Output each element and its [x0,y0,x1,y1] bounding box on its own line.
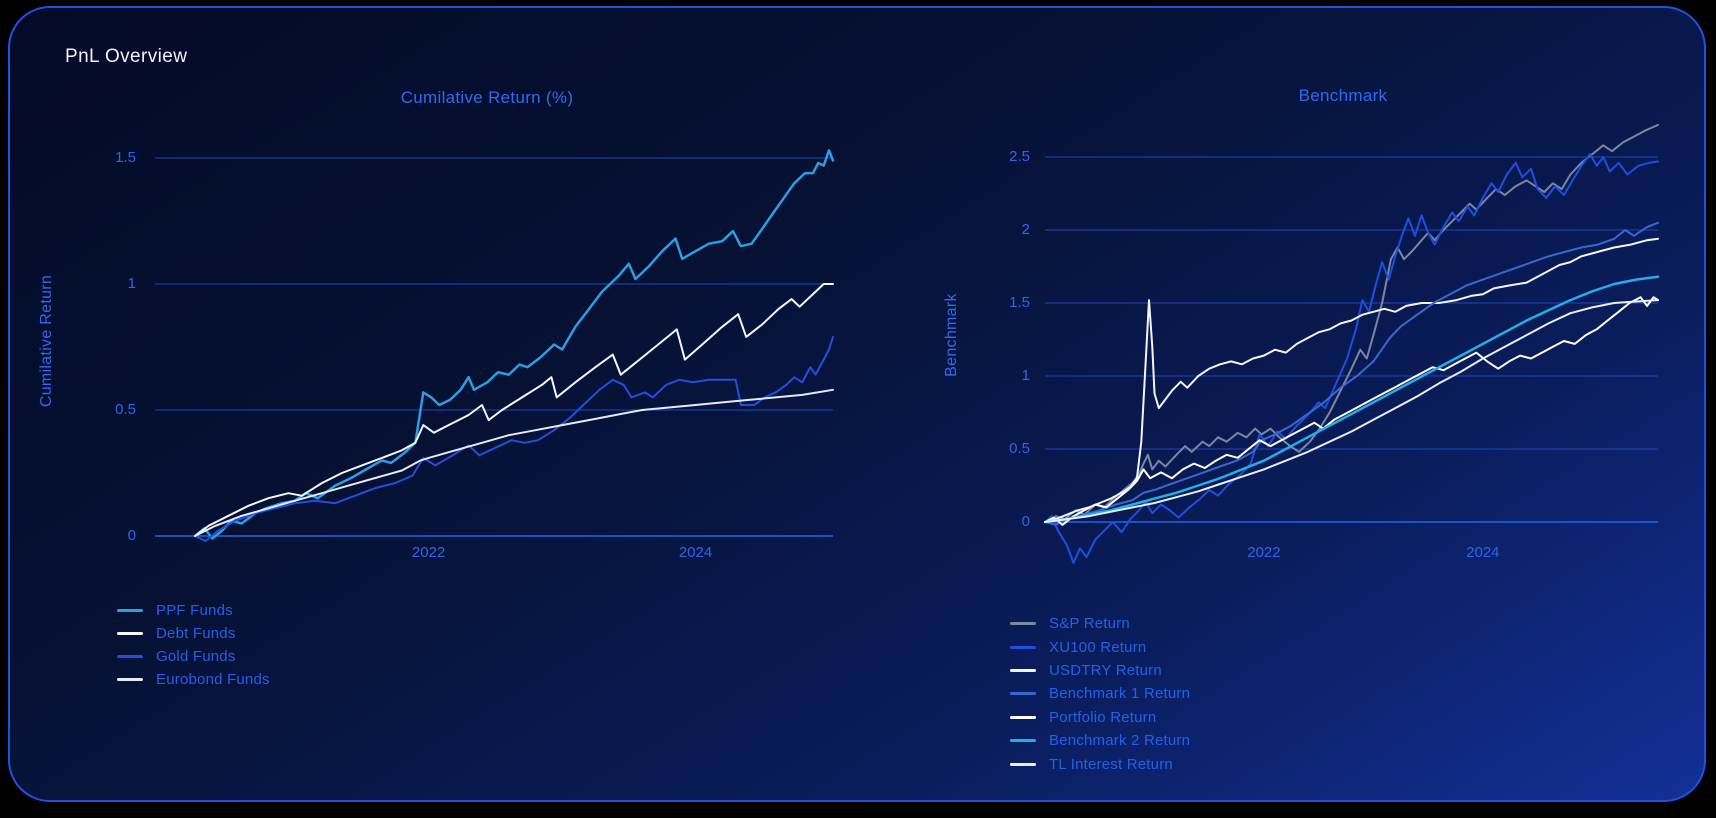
legend-swatch [117,609,143,612]
legend-swatch [1010,715,1036,719]
legend-swatch [117,678,143,681]
legend-swatch [1010,692,1036,696]
y-tick-label: 0 [1021,513,1030,530]
y-tick-label: 1 [1021,367,1030,384]
legend-item-eurobond-funds[interactable]: Eurobond Funds [117,668,270,691]
legend-swatch [117,632,143,635]
series-line-s-p-return [1044,123,1659,523]
series-line-xu100-return [1044,153,1659,564]
legend-label: Debt Funds [156,625,236,642]
legend-item-tl-interest-return[interactable]: TL Interest Return [1010,752,1190,775]
series-line-debt-funds [194,283,834,537]
right-y-axis-title: Benchmark [943,293,960,377]
legend-item-portfolio-return[interactable]: Portfolio Return [1010,706,1190,729]
legend-label: Eurobond Funds [156,671,270,688]
x-tick-label: 2024 [678,544,713,561]
series-line-benchmark-1-return [1044,221,1659,526]
series-line-eurobond-funds [194,388,834,537]
legend-item-gold-funds[interactable]: Gold Funds [117,645,270,668]
legend-swatch [1010,762,1036,766]
charts-canvas [155,123,1660,564]
right-chart-title: Benchmark [1298,86,1388,105]
legend-label: Benchmark 2 Return [1049,732,1191,750]
pnl-overview-panel: PnL Overview Cumilative Return (%) Bench… [8,6,1706,802]
legend-label: Portfolio Return [1049,708,1157,726]
legend-label: Gold Funds [156,648,236,665]
legend-label: Benchmark 1 Return [1049,685,1191,703]
x-tick-label: 2024 [1466,544,1500,561]
y-tick-label: 0.5 [1009,440,1030,457]
series-line-tl-interest-return [1044,299,1659,523]
y-tick-label: 0.5 [115,401,136,418]
series-line-gold-funds [194,335,834,542]
left-y-axis-title: Cumilative Return [38,274,55,408]
y-tick-label: 0 [127,527,136,544]
legend-item-debt-funds[interactable]: Debt Funds [117,622,270,645]
y-tick-label: 1.5 [1009,294,1030,311]
legend-label: TL Interest Return [1049,755,1173,773]
legend-swatch [1010,668,1036,672]
legend-item-ppf-funds[interactable]: PPF Funds [117,599,270,622]
y-tick-label: 1.5 [115,149,136,166]
legend-swatch [117,655,143,658]
left-chart-legend: PPF Funds Debt Funds Gold Funds Eurobond Fu… [117,599,270,691]
legend-item-xu100-return[interactable]: XU100 Return [1010,635,1190,658]
x-tick-label: 2022 [1247,544,1281,561]
legend-item-s-p-return[interactable]: S&P Return [1010,612,1190,635]
series-line-ppf-funds [193,149,835,540]
legend-swatch [1010,622,1036,626]
x-tick-label: 2022 [411,544,446,561]
right-chart-legend: S&P Return XU100 Return USDTRY Return Bench… [1010,612,1190,776]
legend-item-benchmark-2-return[interactable]: Benchmark 2 Return [1010,729,1190,752]
legend-swatch [1010,739,1036,743]
page-title: PnL Overview [65,46,188,67]
y-tick-label: 2 [1021,221,1030,238]
y-tick-label: 1 [127,275,136,292]
legend-label: PPF Funds [156,602,233,619]
series-line-benchmark-2-return [1043,275,1660,524]
left-chart-title: Cumilative Return (%) [400,88,574,107]
series-line-portfolio-return [1044,296,1659,526]
legend-item-usdtry-return[interactable]: USDTRY Return [1010,659,1190,682]
legend-label: S&P Return [1049,615,1130,633]
legend-swatch [1010,645,1036,649]
series-line-usdtry-return [1044,237,1659,523]
legend-label: XU100 Return [1049,638,1147,656]
y-tick-label: 2.5 [1009,148,1030,165]
legend-item-benchmark-1-return[interactable]: Benchmark 1 Return [1010,682,1190,705]
legend-label: USDTRY Return [1049,661,1162,679]
